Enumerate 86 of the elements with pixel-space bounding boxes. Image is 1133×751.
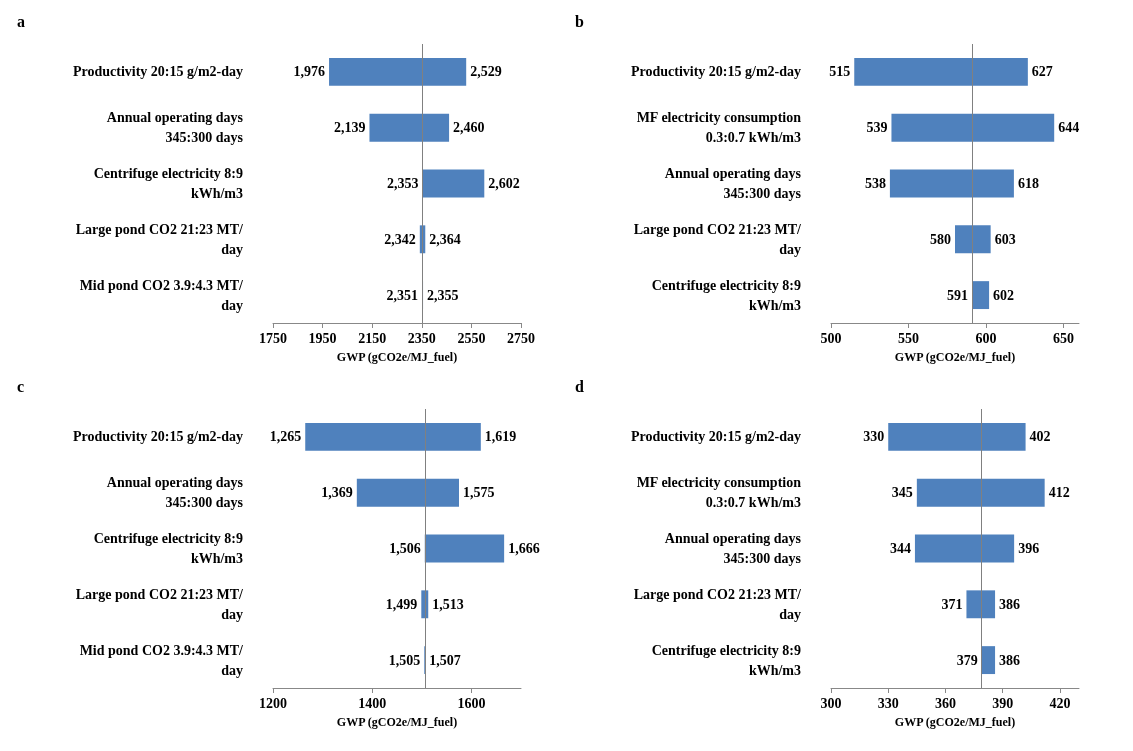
y-tick-label: Mid pond CO2 3.9:4.3 MT/ day <box>79 277 245 313</box>
y-tick-label: Productivity 20:15 g/m2-day <box>72 64 243 80</box>
annotation: 627 <box>1031 64 1053 80</box>
annotation: 644 <box>1058 120 1080 136</box>
x-tick-label: 2350 <box>407 330 436 346</box>
annotation: 371 <box>941 596 963 612</box>
y-tick-label: Large pond CO2 21:23 MT/ day <box>75 221 245 257</box>
text: d <box>575 377 584 395</box>
annotation: 1,666 <box>508 541 540 556</box>
y-tick-label: Annual operating days 345:300 days <box>664 166 802 201</box>
x-tick-label: 650 <box>1053 330 1074 346</box>
annotation: 1,619 <box>484 429 517 445</box>
annotation: 344 <box>889 541 911 556</box>
x-tick-label: 1600 <box>457 695 486 711</box>
annotation: 386 <box>999 596 1021 612</box>
x-tick-label: 1950 <box>308 330 337 346</box>
y-tick-label: Large pond CO2 21:23 MT/ day <box>75 586 245 622</box>
annotation: 515 <box>829 64 851 80</box>
x-tick-label: 2550 <box>457 330 486 346</box>
x-tick-label: 1200 <box>259 695 287 711</box>
annotation: 1,369 <box>321 485 353 501</box>
annotation: 2,139 <box>333 120 366 136</box>
y-tick-label: Productivity 20:15 g/m2-day <box>630 64 801 80</box>
y-tick-label: Centrifuge electricity 8:9 kWh/m3 <box>93 531 243 566</box>
annotation: 2,351 <box>386 287 419 303</box>
annotation: 2,602 <box>488 176 520 191</box>
annotation: 1,507 <box>429 652 461 668</box>
y-tick-label: Large pond CO2 21:23 MT/ day <box>633 221 803 257</box>
x-tick-label: 2750 <box>507 330 535 346</box>
annotation: 1,976 <box>293 64 326 80</box>
annotation: 2,342 <box>384 231 416 247</box>
y-tick-label: Productivity 20:15 g/m2-day <box>630 429 801 445</box>
annotation: 591 <box>947 287 969 303</box>
annotation: 330 <box>863 429 885 445</box>
text: c <box>17 377 25 395</box>
y-tick-label: Centrifuge electricity 8:9 kWh/m3 <box>651 277 801 313</box>
y-tick-label: Annual operating days 345:300 days <box>664 531 802 566</box>
x-axis-title: GWP (gCO2e/MJ_fuel) <box>336 350 458 364</box>
y-tick-label: Large pond CO2 21:23 MT/ day <box>633 586 803 622</box>
x-axis-title: GWP (gCO2e/MJ_fuel) <box>894 350 1016 364</box>
annotation: 603 <box>994 231 1016 247</box>
annotation: 1,499 <box>385 596 418 612</box>
y-tick-label: MF electricity consumption 0.3:0.7 kWh/m3 <box>636 475 802 511</box>
x-tick-label: 1400 <box>358 695 387 711</box>
y-tick-label: Annual operating days 345:300 days <box>106 110 244 146</box>
text: a <box>17 12 25 30</box>
y-tick-label: Mid pond CO2 3.9:4.3 MT/ day <box>79 642 245 678</box>
annotation: 538 <box>864 176 886 191</box>
x-tick-label: 360 <box>934 695 956 711</box>
annotation: 580 <box>930 231 951 247</box>
text: b <box>575 12 584 30</box>
annotation: 379 <box>956 652 978 668</box>
annotation: 1,575 <box>463 485 495 501</box>
annotation: 2,529 <box>470 64 502 80</box>
annotation: 602 <box>993 287 1015 303</box>
annotation: 539 <box>866 120 888 136</box>
annotation: 1,506 <box>389 541 421 556</box>
x-tick-label: 330 <box>877 695 899 711</box>
annotation: 402 <box>1029 429 1051 445</box>
x-tick-label: 2150 <box>358 330 387 346</box>
x-tick-label: 420 <box>1049 695 1071 711</box>
y-tick-label: Centrifuge electricity 8:9 kWh/m3 <box>651 642 801 678</box>
x-tick-label: 550 <box>898 330 919 346</box>
y-tick-label: Productivity 20:15 g/m2-day <box>72 429 243 445</box>
x-axis-title: GWP (gCO2e/MJ_fuel) <box>894 715 1016 729</box>
x-tick-label: 1750 <box>259 330 287 346</box>
x-tick-label: 500 <box>820 330 842 346</box>
annotation: 618 <box>1017 176 1039 191</box>
x-tick-label: 390 <box>992 695 1014 711</box>
annotation: 1,265 <box>269 429 302 445</box>
annotation: 2,460 <box>453 120 485 136</box>
annotation: 1,513 <box>432 596 464 612</box>
y-tick-label: Annual operating days 345:300 days <box>106 475 244 511</box>
annotation: 2,364 <box>429 231 461 247</box>
x-tick-label: 600 <box>975 330 997 346</box>
y-tick-label: MF electricity consumption 0.3:0.7 kWh/m3 <box>636 110 802 146</box>
x-axis-title: GWP (gCO2e/MJ_fuel) <box>336 715 458 729</box>
annotation: 2,353 <box>387 176 419 191</box>
x-tick-label: 300 <box>820 695 842 711</box>
annotation: 1,505 <box>388 652 421 668</box>
annotation: 345 <box>891 485 913 501</box>
y-tick-label: Centrifuge electricity 8:9 kWh/m3 <box>93 166 243 201</box>
annotation: 412 <box>1048 485 1070 501</box>
annotation: 2,355 <box>427 287 459 303</box>
annotation: 396 <box>1018 541 1040 556</box>
annotation: 386 <box>999 652 1021 668</box>
